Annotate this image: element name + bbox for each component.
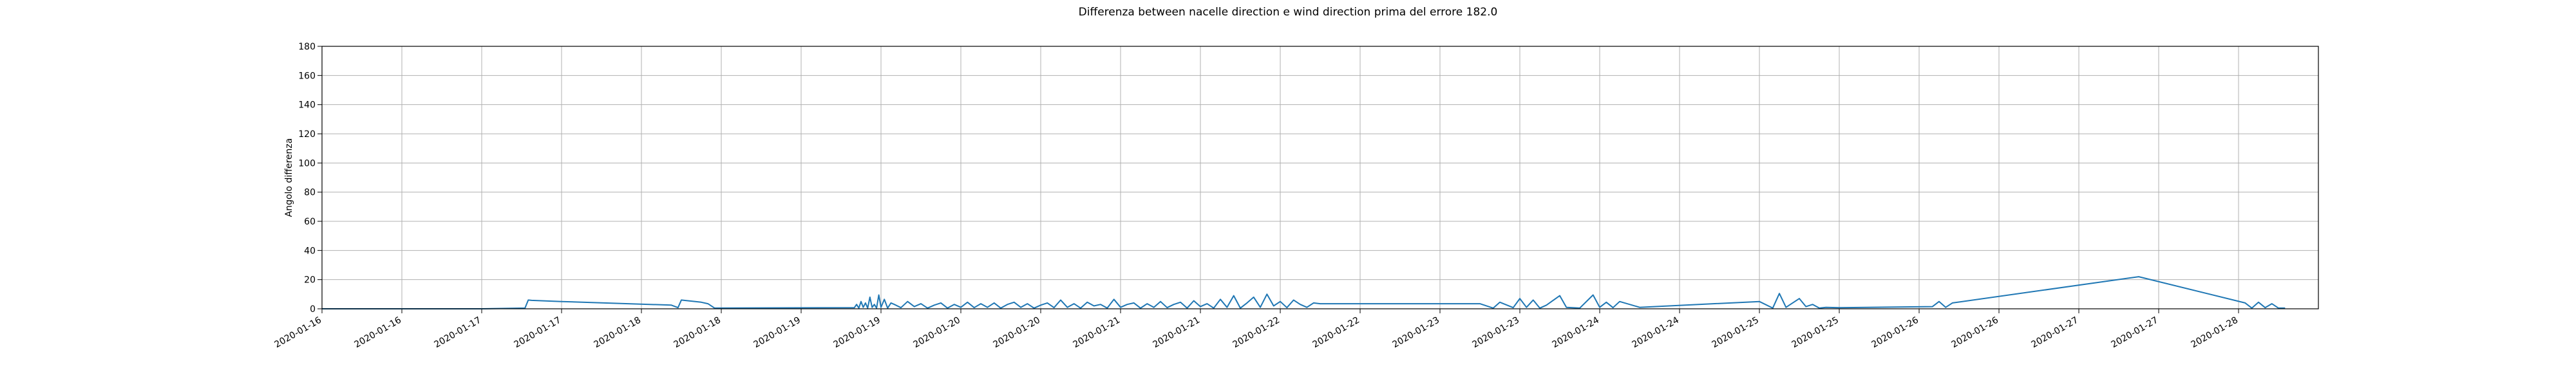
y-tick-label: 100 — [298, 158, 316, 169]
x-tick-label: 2020-01-19 — [752, 315, 802, 351]
y-tick-label: 40 — [304, 246, 316, 256]
x-tick-label: 2020-01-22 — [1231, 315, 1282, 351]
y-tick-label: 120 — [298, 129, 316, 140]
x-tick-label: 2020-01-18 — [592, 315, 643, 351]
x-tick-label: 2020-01-26 — [1950, 315, 2001, 351]
x-tick-label: 2020-01-24 — [1551, 315, 1602, 351]
x-tick-label: 2020-01-20 — [912, 315, 962, 351]
x-tick-label: 2020-01-23 — [1471, 315, 1521, 351]
x-tick-label: 2020-01-20 — [992, 315, 1042, 351]
x-tick-label: 2020-01-22 — [1311, 315, 1361, 351]
x-tick-label: 2020-01-17 — [433, 315, 483, 351]
x-tick-label: 2020-01-16 — [353, 315, 404, 351]
x-tick-label: 2020-01-21 — [1151, 315, 1202, 351]
y-tick-label: 20 — [304, 275, 316, 286]
y-tick-label: 80 — [304, 188, 316, 198]
y-tick-label: 60 — [304, 217, 316, 227]
plot-frame — [321, 46, 2319, 309]
x-tick-label: 2020-01-18 — [672, 315, 723, 351]
series-line-0 — [322, 276, 2286, 309]
x-tick-label: 2020-01-16 — [273, 315, 324, 351]
x-tick-label: 2020-01-28 — [2190, 315, 2240, 351]
y-tick-label: 160 — [298, 71, 316, 81]
x-tick-label: 2020-01-25 — [1790, 315, 1841, 351]
y-tick-label: 0 — [310, 304, 316, 315]
x-tick-label: 2020-01-25 — [1710, 315, 1761, 351]
x-tick-label: 2020-01-19 — [832, 315, 882, 351]
y-tick-label: 140 — [298, 100, 316, 111]
chart-title: Differenza between nacelle direction e w… — [1079, 6, 1498, 19]
x-tick-label: 2020-01-17 — [513, 315, 563, 351]
x-tick-label: 2020-01-23 — [1391, 315, 1441, 351]
x-tick-label: 2020-01-21 — [1072, 315, 1122, 351]
x-tick-label: 2020-01-26 — [1870, 315, 1921, 351]
series-layer — [322, 276, 2286, 309]
grid — [321, 46, 2318, 309]
y-tick-label: 180 — [298, 42, 316, 52]
x-axis-ticks: 2020-01-16 2020-01-16 2020-01-17 2020-01-17… — [273, 309, 2240, 350]
y-axis-ticks: 0 20 40 60 80 100 120 140 160 180 — [298, 42, 322, 315]
x-tick-label: 2020-01-27 — [2110, 315, 2160, 351]
x-tick-label: 2020-01-27 — [2030, 315, 2080, 351]
x-tick-label: 2020-01-24 — [1631, 315, 1681, 351]
y-axis-label: Angolo differenza — [284, 138, 294, 217]
